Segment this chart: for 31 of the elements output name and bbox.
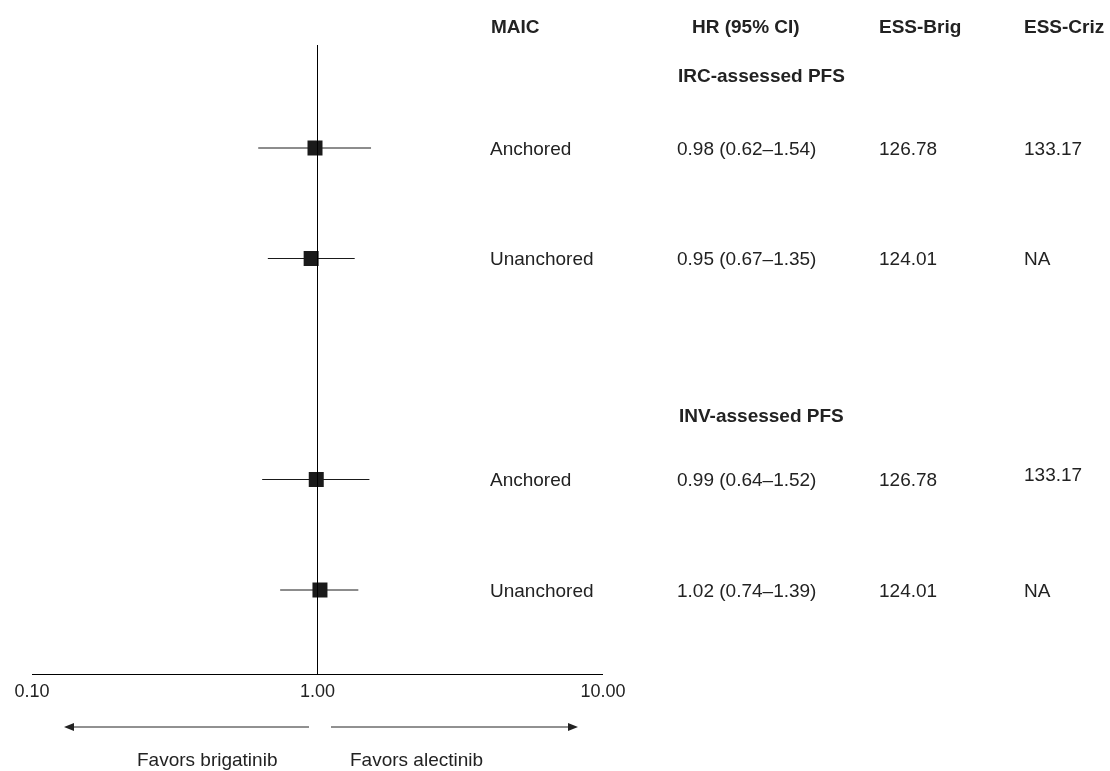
x-tick-label: 1.00: [299, 680, 336, 701]
text: 124.01: [879, 248, 938, 269]
y-tick-label: Unanchored: [490, 579, 594, 601]
text: 133.17: [1024, 138, 1083, 159]
point: [303, 251, 319, 266]
text: HR (95% CI): [692, 16, 800, 37]
y-tick-label: Unanchored: [490, 248, 594, 270]
text: NA: [1024, 580, 1051, 601]
x-tick-label: 10.00: [580, 680, 626, 701]
y-tick-label: Anchored: [490, 469, 572, 491]
data-label: 0.99 (0.64–1.52): [677, 469, 817, 490]
point: [308, 472, 324, 487]
text: 124.01: [879, 580, 938, 601]
data-label: 0.98 (0.62–1.54): [677, 138, 817, 159]
text: Favors brigatinib: [137, 749, 278, 770]
text: IRC-assessed PFS: [678, 65, 845, 86]
x-tick-label: 0.10: [14, 680, 50, 701]
text: 126.78: [879, 469, 938, 490]
text: 126.78: [879, 138, 938, 159]
text: NA: [1024, 248, 1051, 269]
point: [312, 582, 328, 598]
data-label: 1.02 (0.74–1.39): [677, 580, 817, 601]
y-tick-label: Anchored: [490, 137, 572, 159]
text: ESS-Brig: [879, 16, 962, 37]
text: Favors alectinib: [350, 749, 484, 770]
data-label: 0.95 (0.67–1.35): [677, 248, 817, 269]
point: [307, 140, 323, 156]
text: MAIC: [491, 16, 540, 37]
text: INV-assessed PFS: [679, 405, 844, 426]
text: ESS-Criz: [1024, 16, 1105, 37]
text: 133.17: [1024, 464, 1083, 485]
